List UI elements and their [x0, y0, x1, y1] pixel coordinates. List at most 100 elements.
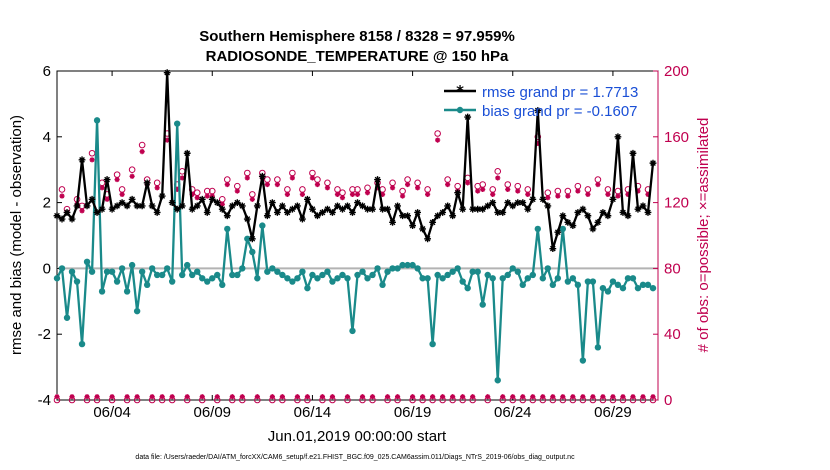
- bias-point: [108, 268, 116, 275]
- obs-assimilated-point: [470, 394, 476, 400]
- obs-assimilated-point: [485, 394, 491, 400]
- obs-assimilated-point: [199, 394, 205, 400]
- rmse-point: [574, 209, 582, 216]
- rmse-point: [594, 218, 602, 226]
- obs-assimilated-point: [334, 191, 341, 197]
- obs-assimilated-point: [500, 394, 506, 400]
- rmse-point: [268, 199, 276, 206]
- rmse-point: [123, 202, 131, 210]
- obs-assimilated-point: [319, 394, 326, 400]
- obs-assimilated-point: [149, 394, 155, 400]
- rmse-point: [584, 212, 592, 220]
- obs-assimilated-point: [289, 175, 295, 181]
- rmse-point: [379, 205, 386, 213]
- rmse-point: [288, 205, 296, 213]
- rmse-point: [228, 202, 236, 210]
- y-axis-left: -4 -2 0 2 4 6: [38, 63, 62, 409]
- bias-point: [364, 275, 371, 282]
- rmse-point: [484, 202, 492, 210]
- bias-point: [494, 377, 501, 384]
- obs-assimilated-point: [179, 175, 185, 181]
- bias-point: [634, 284, 642, 292]
- obs-possible-point: [534, 133, 542, 141]
- rmse-point: [649, 159, 657, 167]
- obs-assimilated-point: [430, 394, 436, 400]
- rmse-point: [499, 209, 507, 216]
- rmse-point: [449, 212, 457, 220]
- bias-point: [404, 261, 411, 269]
- obs-assimilated-point: [445, 181, 451, 188]
- rmse-point: [88, 195, 96, 203]
- rmse-point: [319, 209, 326, 216]
- obs-assimilated-point: [299, 191, 306, 197]
- bias-point: [474, 268, 481, 275]
- bias-point: [399, 261, 406, 269]
- rmse-point: [469, 205, 477, 213]
- obs-assimilated-point: [570, 394, 576, 400]
- obs-assimilated-point: [139, 149, 145, 155]
- bias-point: [509, 265, 516, 272]
- bias-point: [179, 271, 186, 279]
- bias-point: [359, 268, 366, 275]
- rmse-point: [364, 205, 371, 213]
- bias-point: [619, 284, 627, 292]
- obs-assimilated-point: [169, 394, 175, 400]
- obs-assimilated-point: [294, 394, 300, 400]
- obs-assimilated-point: [615, 193, 621, 199]
- bias-point: [314, 275, 321, 282]
- obs-assimilated-point: [189, 191, 195, 197]
- bias-point: [103, 268, 111, 275]
- obs-assimilated-point: [625, 191, 631, 197]
- obs-assimilated-point: [104, 196, 110, 202]
- obs-assimilated-point: [475, 188, 481, 194]
- rmse-point: [203, 209, 211, 216]
- obs-assimilated-point: [505, 186, 511, 193]
- bias-point: [324, 268, 331, 275]
- rmse-point: [334, 202, 341, 210]
- bias-point: [644, 281, 652, 289]
- obs-assimilated-point: [224, 181, 230, 188]
- data-file-footnote: data file: /Users/raeder/DAI/ATM_forcXX/…: [135, 454, 575, 461]
- obs-assimilated-point: [600, 394, 606, 400]
- bias-point: [254, 275, 261, 282]
- rmse-point: [344, 202, 351, 210]
- obs-possible-point: [138, 141, 146, 149]
- rmse-point: [98, 205, 106, 213]
- obs-assimilated-point: [219, 201, 225, 207]
- rmse-point: [619, 209, 627, 216]
- obs-assimilated-point: [174, 186, 180, 193]
- obs-assimilated-point: [354, 191, 361, 197]
- bias-point: [389, 265, 396, 272]
- obs-assimilated-point: [480, 186, 486, 193]
- rmse-point: [283, 209, 291, 216]
- rmse-point: [93, 209, 101, 216]
- legend-bias-label: bias grand pr = -0.1607: [482, 103, 638, 120]
- obs-assimilated-point: [69, 394, 75, 400]
- bias-point: [339, 271, 346, 279]
- bias-point: [63, 314, 71, 321]
- rmse-point: [399, 212, 406, 220]
- rmse-point: [359, 202, 366, 210]
- rmse-point: [63, 209, 71, 216]
- y-tick-label: 4: [43, 129, 51, 146]
- bias-point: [564, 278, 572, 285]
- rmse-point: [324, 205, 331, 213]
- obs-assimilated-point: [435, 137, 441, 143]
- obs-assimilated-point: [59, 193, 65, 199]
- bias-point: [639, 281, 647, 289]
- rmse-point: [143, 179, 151, 187]
- rmse-point: [479, 205, 487, 213]
- bias-point: [549, 281, 557, 289]
- bias-point: [284, 275, 291, 282]
- y-right-tick-label: 160: [664, 129, 689, 146]
- bias-point: [209, 275, 216, 282]
- rmse-point: [198, 195, 206, 203]
- bias-point: [249, 248, 256, 256]
- rmse-point: [429, 218, 437, 226]
- rmse-point: [509, 202, 517, 210]
- rmse-point: [504, 199, 512, 206]
- rmse-point: [639, 202, 647, 210]
- obs-assimilated-point: [374, 185, 381, 191]
